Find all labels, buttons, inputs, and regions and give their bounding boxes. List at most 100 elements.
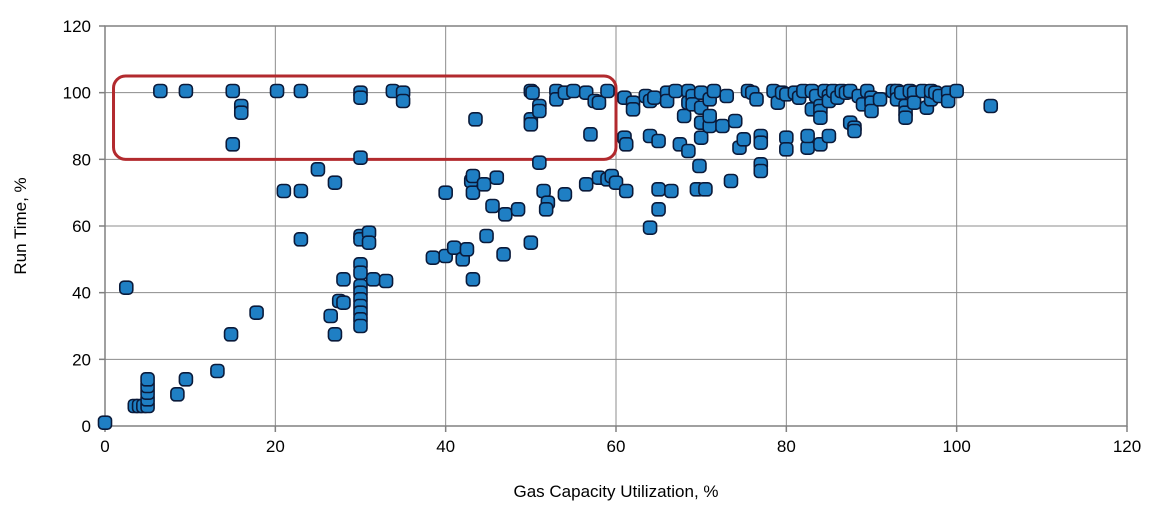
data-point — [983, 98, 999, 114]
data-point — [719, 88, 735, 104]
y-tick-label: 120 — [63, 17, 91, 36]
x-tick-label: 120 — [1113, 437, 1141, 456]
data-point — [210, 363, 225, 379]
data-point — [940, 93, 956, 109]
x-tick-label: 20 — [266, 437, 285, 456]
data-point — [651, 182, 666, 197]
data-point — [140, 372, 155, 387]
data-point — [813, 110, 828, 125]
data-point — [727, 113, 743, 129]
data-point — [651, 133, 666, 149]
y-tick-label: 20 — [72, 350, 91, 369]
data-point — [225, 83, 241, 99]
data-point — [583, 127, 598, 142]
data-point — [898, 110, 913, 125]
data-point — [465, 168, 481, 184]
data-point — [276, 183, 292, 199]
data-point — [523, 235, 539, 250]
data-point — [906, 95, 922, 110]
data-point — [170, 387, 185, 402]
data-point — [800, 128, 815, 144]
data-point — [353, 150, 368, 165]
x-tick-label: 40 — [436, 437, 455, 456]
data-point — [97, 415, 113, 430]
data-point — [659, 93, 675, 109]
data-point — [395, 93, 411, 109]
data-point — [693, 130, 709, 145]
data-point — [178, 372, 194, 387]
data-point — [378, 273, 394, 289]
data-point — [510, 202, 526, 217]
data-point — [625, 102, 641, 117]
data-point — [715, 118, 730, 134]
data-point — [465, 272, 481, 287]
data-point — [723, 173, 739, 189]
data-point — [479, 228, 494, 244]
data-point — [489, 170, 505, 185]
data-point — [676, 108, 692, 124]
data-point — [327, 327, 343, 342]
data-point — [642, 220, 658, 235]
data-point — [532, 155, 547, 170]
data-point — [425, 250, 441, 265]
data-point — [353, 265, 368, 280]
data-point — [692, 158, 707, 174]
data-point — [681, 143, 696, 159]
data-point — [446, 240, 462, 255]
data-point — [578, 177, 594, 192]
y-tick-label: 0 — [82, 417, 91, 436]
data-point — [668, 83, 683, 99]
y-tick-label: 40 — [72, 284, 91, 303]
x-tick-label: 60 — [607, 437, 626, 456]
data-point — [864, 103, 879, 119]
y-tick-label: 100 — [63, 84, 91, 103]
data-point — [269, 83, 285, 99]
data-point — [365, 272, 381, 287]
data-point — [468, 112, 483, 127]
data-point — [753, 135, 769, 150]
data-point — [647, 90, 662, 105]
data-point — [361, 235, 377, 250]
data-point — [525, 85, 540, 100]
data-point — [600, 83, 615, 99]
data-point — [153, 83, 168, 99]
data-point — [591, 95, 607, 110]
data-point — [532, 103, 547, 119]
data-point — [706, 83, 722, 99]
data-point — [651, 202, 666, 217]
data-point — [293, 183, 309, 199]
data-point — [496, 247, 511, 262]
data-point — [485, 198, 500, 214]
data-point — [872, 92, 888, 107]
data-point — [523, 117, 539, 132]
data-point — [736, 132, 752, 147]
data-point — [118, 280, 134, 295]
y-tick-label: 60 — [72, 217, 91, 236]
data-point — [779, 142, 794, 157]
data-point — [702, 108, 717, 124]
data-point — [178, 83, 194, 99]
data-point — [497, 207, 513, 222]
data-point — [336, 295, 351, 310]
x-tick-label: 80 — [777, 437, 796, 456]
data-point — [847, 123, 862, 139]
data-point — [233, 105, 249, 120]
x-axis-tick-labels: 0 20 40 60 80 100 120 — [100, 426, 1141, 456]
data-point — [698, 182, 713, 197]
data-point — [438, 185, 453, 200]
data-point — [465, 185, 481, 200]
y-tick-label: 80 — [72, 150, 91, 169]
data-point — [821, 128, 837, 144]
data-point — [538, 202, 554, 217]
data-point — [353, 90, 368, 105]
data-point — [608, 175, 624, 190]
x-tick-label: 0 — [100, 437, 109, 456]
data-point — [249, 305, 264, 320]
data-point — [336, 272, 351, 287]
data-point — [476, 177, 492, 192]
data-point — [459, 242, 475, 257]
data-point — [566, 83, 581, 99]
data-point — [949, 83, 964, 99]
